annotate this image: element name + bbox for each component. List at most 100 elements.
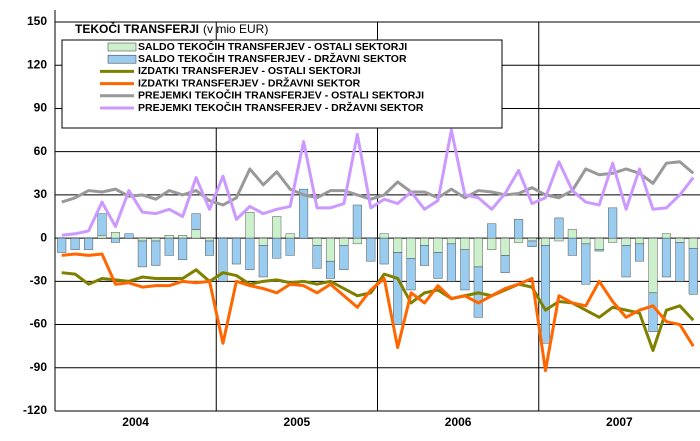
legend-label: SALDO TEKOČIH TRANSFERJEV - DRŽAVNI SEKT… xyxy=(138,52,407,65)
bar xyxy=(661,237,671,278)
y-tick-label: 30 xyxy=(34,187,48,201)
bar xyxy=(339,237,349,246)
bar xyxy=(648,292,658,332)
bar xyxy=(285,237,295,256)
chart-subtitle: (v mio EUR) xyxy=(203,22,268,36)
bar xyxy=(110,237,120,243)
y-tick-label: -60 xyxy=(30,317,48,331)
bar xyxy=(312,237,322,246)
bar xyxy=(514,237,524,243)
bar xyxy=(218,237,228,282)
bar xyxy=(487,237,497,250)
legend-label: SALDO TEKOČIH TRANSFERJEV - OSTALI SEKTO… xyxy=(138,40,407,53)
bar xyxy=(540,237,550,246)
bar xyxy=(594,249,604,252)
bar xyxy=(164,235,174,239)
bar xyxy=(285,233,295,239)
bar xyxy=(352,204,362,239)
bar xyxy=(379,237,389,265)
bar xyxy=(487,223,497,239)
bar xyxy=(70,237,80,250)
bar xyxy=(366,237,376,262)
bar xyxy=(621,245,631,278)
bar xyxy=(258,245,268,278)
line-series xyxy=(61,252,695,373)
y-tick-label: -30 xyxy=(30,274,48,288)
bar xyxy=(527,240,537,247)
bar xyxy=(352,237,362,245)
y-tick-label: 120 xyxy=(27,57,47,71)
bar xyxy=(460,249,470,291)
bar xyxy=(231,237,241,265)
bar xyxy=(661,233,671,239)
bar xyxy=(84,237,94,250)
bar xyxy=(205,237,215,242)
legend-label: PREJEMKI TEKOČIH TRANSFERJEV - OSTALI SE… xyxy=(138,89,424,102)
bar xyxy=(567,229,577,239)
bar xyxy=(339,245,349,271)
bar xyxy=(460,237,470,250)
bar xyxy=(554,237,564,242)
bar xyxy=(272,237,282,259)
bar xyxy=(245,211,255,239)
bar xyxy=(527,237,537,242)
bar xyxy=(608,237,618,243)
bar xyxy=(178,235,188,239)
legend-label: IZDATKI TRANSFERJEV - DRŽAVNI SEKTOR xyxy=(138,76,361,89)
bar xyxy=(635,237,645,245)
x-tick-label: 2004 xyxy=(122,415,149,429)
bar xyxy=(312,245,322,269)
bar xyxy=(191,229,201,239)
bar xyxy=(191,213,201,230)
bar xyxy=(594,237,604,250)
bar xyxy=(473,237,483,268)
bar xyxy=(688,237,698,249)
bar xyxy=(406,237,416,259)
bar xyxy=(393,252,403,325)
bar xyxy=(137,240,147,268)
bar xyxy=(245,237,255,271)
bar xyxy=(675,237,685,243)
bar xyxy=(540,245,550,344)
bar xyxy=(621,237,631,246)
bar xyxy=(97,213,107,236)
bar xyxy=(514,219,524,239)
legend-box xyxy=(61,39,503,129)
bar xyxy=(393,237,403,253)
bar xyxy=(178,237,188,260)
bar xyxy=(164,237,174,256)
chart-title: TEKOČI TRANSFERJI xyxy=(75,21,199,36)
bar xyxy=(205,240,215,256)
bar xyxy=(581,237,591,245)
x-tick-label: 2005 xyxy=(284,415,311,429)
y-tick-label: -90 xyxy=(30,360,48,374)
legend-label: IZDATKI TRANSFERJEV - OSTALI SEKTORJI xyxy=(138,65,361,77)
y-tick-label: -120 xyxy=(23,403,47,417)
bar xyxy=(124,233,134,239)
line-series xyxy=(61,128,695,237)
y-tick-label: 60 xyxy=(34,144,48,158)
y-tick-label: 0 xyxy=(40,230,47,244)
bar xyxy=(57,237,67,253)
bar xyxy=(420,245,430,266)
bar xyxy=(299,188,309,239)
bar xyxy=(675,242,685,282)
bar xyxy=(272,216,282,239)
bar xyxy=(325,260,335,279)
legend-swatch xyxy=(107,54,137,64)
bar xyxy=(325,237,335,262)
bar xyxy=(688,247,698,295)
bar xyxy=(151,240,161,266)
bar xyxy=(554,217,564,239)
bar xyxy=(446,237,456,245)
bar xyxy=(258,237,268,246)
x-tick-label: 2006 xyxy=(445,415,472,429)
bar xyxy=(567,237,577,256)
y-tick-label: 90 xyxy=(34,101,48,115)
bar xyxy=(406,258,416,291)
bar xyxy=(110,232,120,239)
bar xyxy=(379,233,389,239)
x-tick-label: 2007 xyxy=(606,415,633,429)
line-series xyxy=(61,160,695,207)
